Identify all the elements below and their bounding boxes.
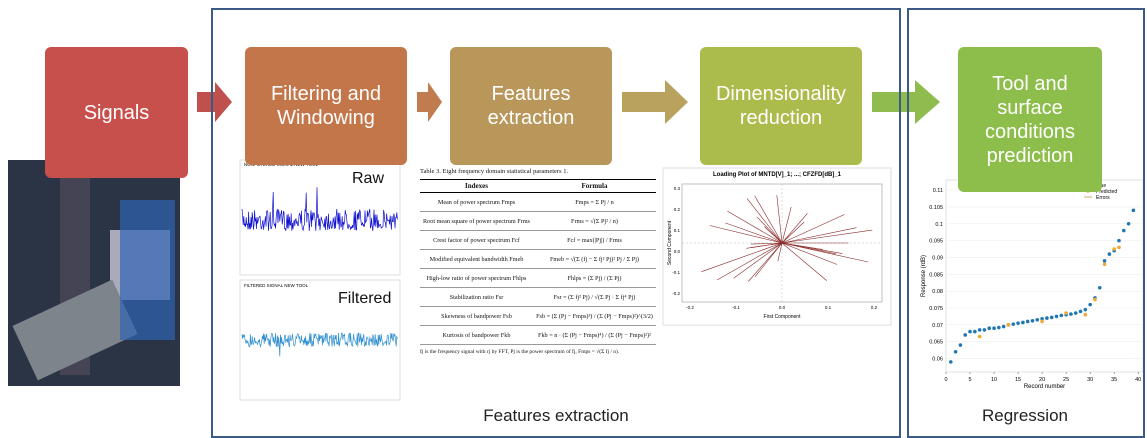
- formula-cell: Fhlps = (Σ Pj) / (Σ Pj): [533, 269, 656, 288]
- step-box: Filtering and Windowing: [245, 47, 407, 165]
- formula-cell: Frms = √(Σ Pj² / n): [533, 212, 656, 231]
- group-label: Features extraction: [420, 406, 692, 426]
- step-box: Dimensionality reduction: [700, 47, 862, 165]
- index-cell: Skewness of bandpower Fsb: [420, 307, 533, 326]
- page: NONFILTERED SIGNAL NEW TOOL FILTERED SIG…: [0, 0, 1147, 438]
- header-cell: Indexes: [420, 180, 533, 193]
- step-box: Signals: [45, 47, 188, 178]
- signal-tag: Raw: [352, 170, 384, 188]
- group-label: Regression: [930, 406, 1120, 426]
- table-row: Skewness of bandpower FsbFsb = (Σ (Pj − …: [420, 307, 656, 326]
- photo-detail: [120, 200, 175, 340]
- formula-cell: Fsb = (Σ (Pj − Fmps)³) / (Σ (Pj − Fmps)²…: [533, 307, 656, 326]
- formula-cell: Fmps = Σ Pj / n: [533, 193, 656, 212]
- header-cell: Formula: [533, 180, 656, 193]
- feature-table: Table 3. Eight frequency domain statisti…: [420, 168, 656, 355]
- formula-cell: Fkb = n · (Σ (Pj − Fmps)⁴) / (Σ (Pj − Fm…: [533, 326, 656, 345]
- table-row: Mean of power spectrum FmpsFmps = Σ Pj /…: [420, 193, 656, 212]
- formula-cell: Fsr = (Σ fj² Pj) / √(Σ Pj · Σ fj⁴ Pj): [533, 288, 656, 307]
- table-caption: Table 3. Eight frequency domain statisti…: [420, 168, 656, 175]
- table-footnote: fj is the frequency signal with rj by FF…: [420, 349, 656, 355]
- index-cell: Stabilization ratio Fsr: [420, 288, 533, 307]
- index-cell: Mean of power spectrum Fmps: [420, 193, 533, 212]
- step-box: Features extraction: [450, 47, 612, 165]
- table-row: Crest factor of power spectrum FcfFcf = …: [420, 231, 656, 250]
- signal-tag: Filtered: [338, 290, 391, 308]
- index-cell: Root mean square of power spectrum Frms: [420, 212, 533, 231]
- index-cell: Kurtosis of bandpower Fkb: [420, 326, 533, 345]
- index-cell: Modified equivalent bandwidth Fmeb: [420, 250, 533, 269]
- formula-cell: Fcf = max(|Pj|) / Frms: [533, 231, 656, 250]
- index-cell: High-low ratio of power spectrum Fhlps: [420, 269, 533, 288]
- step-box: Tool and surface conditions prediction: [958, 47, 1102, 192]
- index-cell: Crest factor of power spectrum Fcf: [420, 231, 533, 250]
- formula-cell: Fmeb = √(Σ (fj − Σ fj² Pj)² Pj / Σ Pj): [533, 250, 656, 269]
